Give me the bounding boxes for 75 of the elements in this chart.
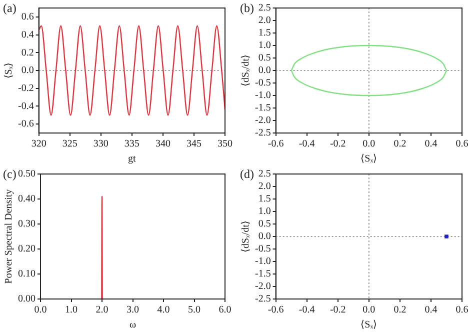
y-tick-label: -0.2 bbox=[18, 82, 34, 94]
chart-title: (d) bbox=[240, 167, 254, 182]
y-axis-title: ⟨dSₓ/dt⟩ bbox=[240, 54, 252, 87]
y-tick-label: 0.20 bbox=[18, 244, 36, 255]
y-axis-title: Power Spectral Density bbox=[4, 189, 15, 284]
x-tick-label: 350 bbox=[218, 138, 232, 150]
y-tick-label: 0.30 bbox=[18, 218, 36, 230]
x-tick-label: 330 bbox=[93, 138, 108, 150]
x-tick-label: 335 bbox=[124, 138, 140, 150]
y-tick-label: 2.5 bbox=[258, 168, 271, 180]
x-axis-title: ⟨Sₓ⟩ bbox=[360, 320, 378, 331]
x-tick-label: 0.6 bbox=[456, 304, 468, 316]
x-tick-label: 0.2 bbox=[394, 304, 406, 316]
y-tick-label: -1.5 bbox=[254, 268, 271, 280]
y-tick-label: 0.0 bbox=[258, 65, 271, 76]
y-tick-label: 2.5 bbox=[258, 2, 271, 14]
y-tick-label: 0.0 bbox=[21, 65, 34, 76]
y-tick-label: 0.50 bbox=[18, 168, 36, 180]
x-tick-label: 0.2 bbox=[394, 138, 406, 150]
y-tick-label: -2.5 bbox=[254, 294, 271, 305]
x-tick-label: 0.0 bbox=[34, 304, 47, 316]
x-tick-label: 0.4 bbox=[424, 138, 438, 150]
x-axis-title: gt bbox=[128, 154, 136, 165]
y-tick-label: -2.0 bbox=[254, 115, 271, 126]
y-tick-label: 0.2 bbox=[21, 47, 34, 58]
y-tick-label: 0.0 bbox=[258, 231, 271, 242]
y-tick-label: -2.5 bbox=[254, 128, 271, 139]
x-tick-label: 0.0 bbox=[362, 138, 376, 150]
y-tick-label: 0.4 bbox=[21, 29, 34, 40]
x-tick-label: 0.0 bbox=[362, 304, 376, 316]
y-tick-label: 1.5 bbox=[258, 194, 271, 205]
y-tick-label: 0.5 bbox=[258, 218, 271, 230]
y-tick-label: 2.0 bbox=[258, 181, 271, 192]
x-tick-label: 2.0 bbox=[96, 304, 108, 316]
x-tick-label: -0.2 bbox=[330, 304, 346, 316]
x-tick-label: -0.6 bbox=[268, 304, 284, 316]
y-tick-label: -0.6 bbox=[18, 118, 34, 130]
y-tick-label: -0.5 bbox=[254, 78, 271, 89]
x-tick-label: -0.4 bbox=[298, 304, 315, 316]
x-tick-label: -0.6 bbox=[268, 138, 284, 150]
x-tick-label: 0.6 bbox=[456, 138, 468, 150]
y-tick-label: 0.10 bbox=[18, 268, 36, 280]
chart-title: (a) bbox=[3, 1, 16, 16]
chart-title: (b) bbox=[240, 1, 254, 16]
y-tick-label: 1.0 bbox=[258, 206, 271, 218]
x-tick-label: -0.2 bbox=[330, 138, 346, 150]
y-tick-label: 1.0 bbox=[258, 40, 271, 52]
y-tick-label: 0.6 bbox=[21, 12, 34, 23]
chart-title: (c) bbox=[3, 167, 16, 182]
y-tick-label: -2.0 bbox=[254, 281, 271, 292]
x-axis-title: ω bbox=[129, 320, 136, 331]
x-tick-label: 3.0 bbox=[126, 304, 139, 316]
x-axis-title: ⟨Sₓ⟩ bbox=[360, 154, 378, 165]
x-tick-label: 320 bbox=[31, 138, 46, 150]
x-tick-label: 1.0 bbox=[65, 304, 78, 316]
y-tick-label: 1.5 bbox=[258, 28, 271, 39]
y-tick-label: 0.5 bbox=[258, 52, 271, 64]
y-tick-label: -0.4 bbox=[18, 100, 34, 112]
y-tick-label: -0.5 bbox=[254, 244, 271, 255]
y-tick-label: -1.0 bbox=[254, 90, 271, 102]
x-tick-label: -0.4 bbox=[298, 138, 315, 150]
y-axis-title: ⟨dSₓ/dt⟩ bbox=[240, 220, 252, 253]
y-tick-label: -1.0 bbox=[254, 256, 271, 268]
x-tick-label: 6.0 bbox=[218, 304, 232, 316]
y-tick-label: -1.5 bbox=[254, 102, 271, 114]
x-tick-label: 345 bbox=[186, 138, 202, 150]
y-tick-label: 2.0 bbox=[258, 15, 271, 26]
y-tick-label: 0.00 bbox=[18, 294, 36, 305]
x-tick-label: 325 bbox=[62, 138, 78, 150]
y-tick-label: 0.40 bbox=[18, 194, 36, 205]
x-tick-label: 0.4 bbox=[424, 304, 438, 316]
x-tick-label: 340 bbox=[155, 138, 170, 150]
x-tick-label: 5.0 bbox=[188, 304, 200, 316]
x-tick-label: 4.0 bbox=[157, 304, 170, 316]
y-axis-title: ⟨Sₓ⟩ bbox=[4, 62, 15, 79]
